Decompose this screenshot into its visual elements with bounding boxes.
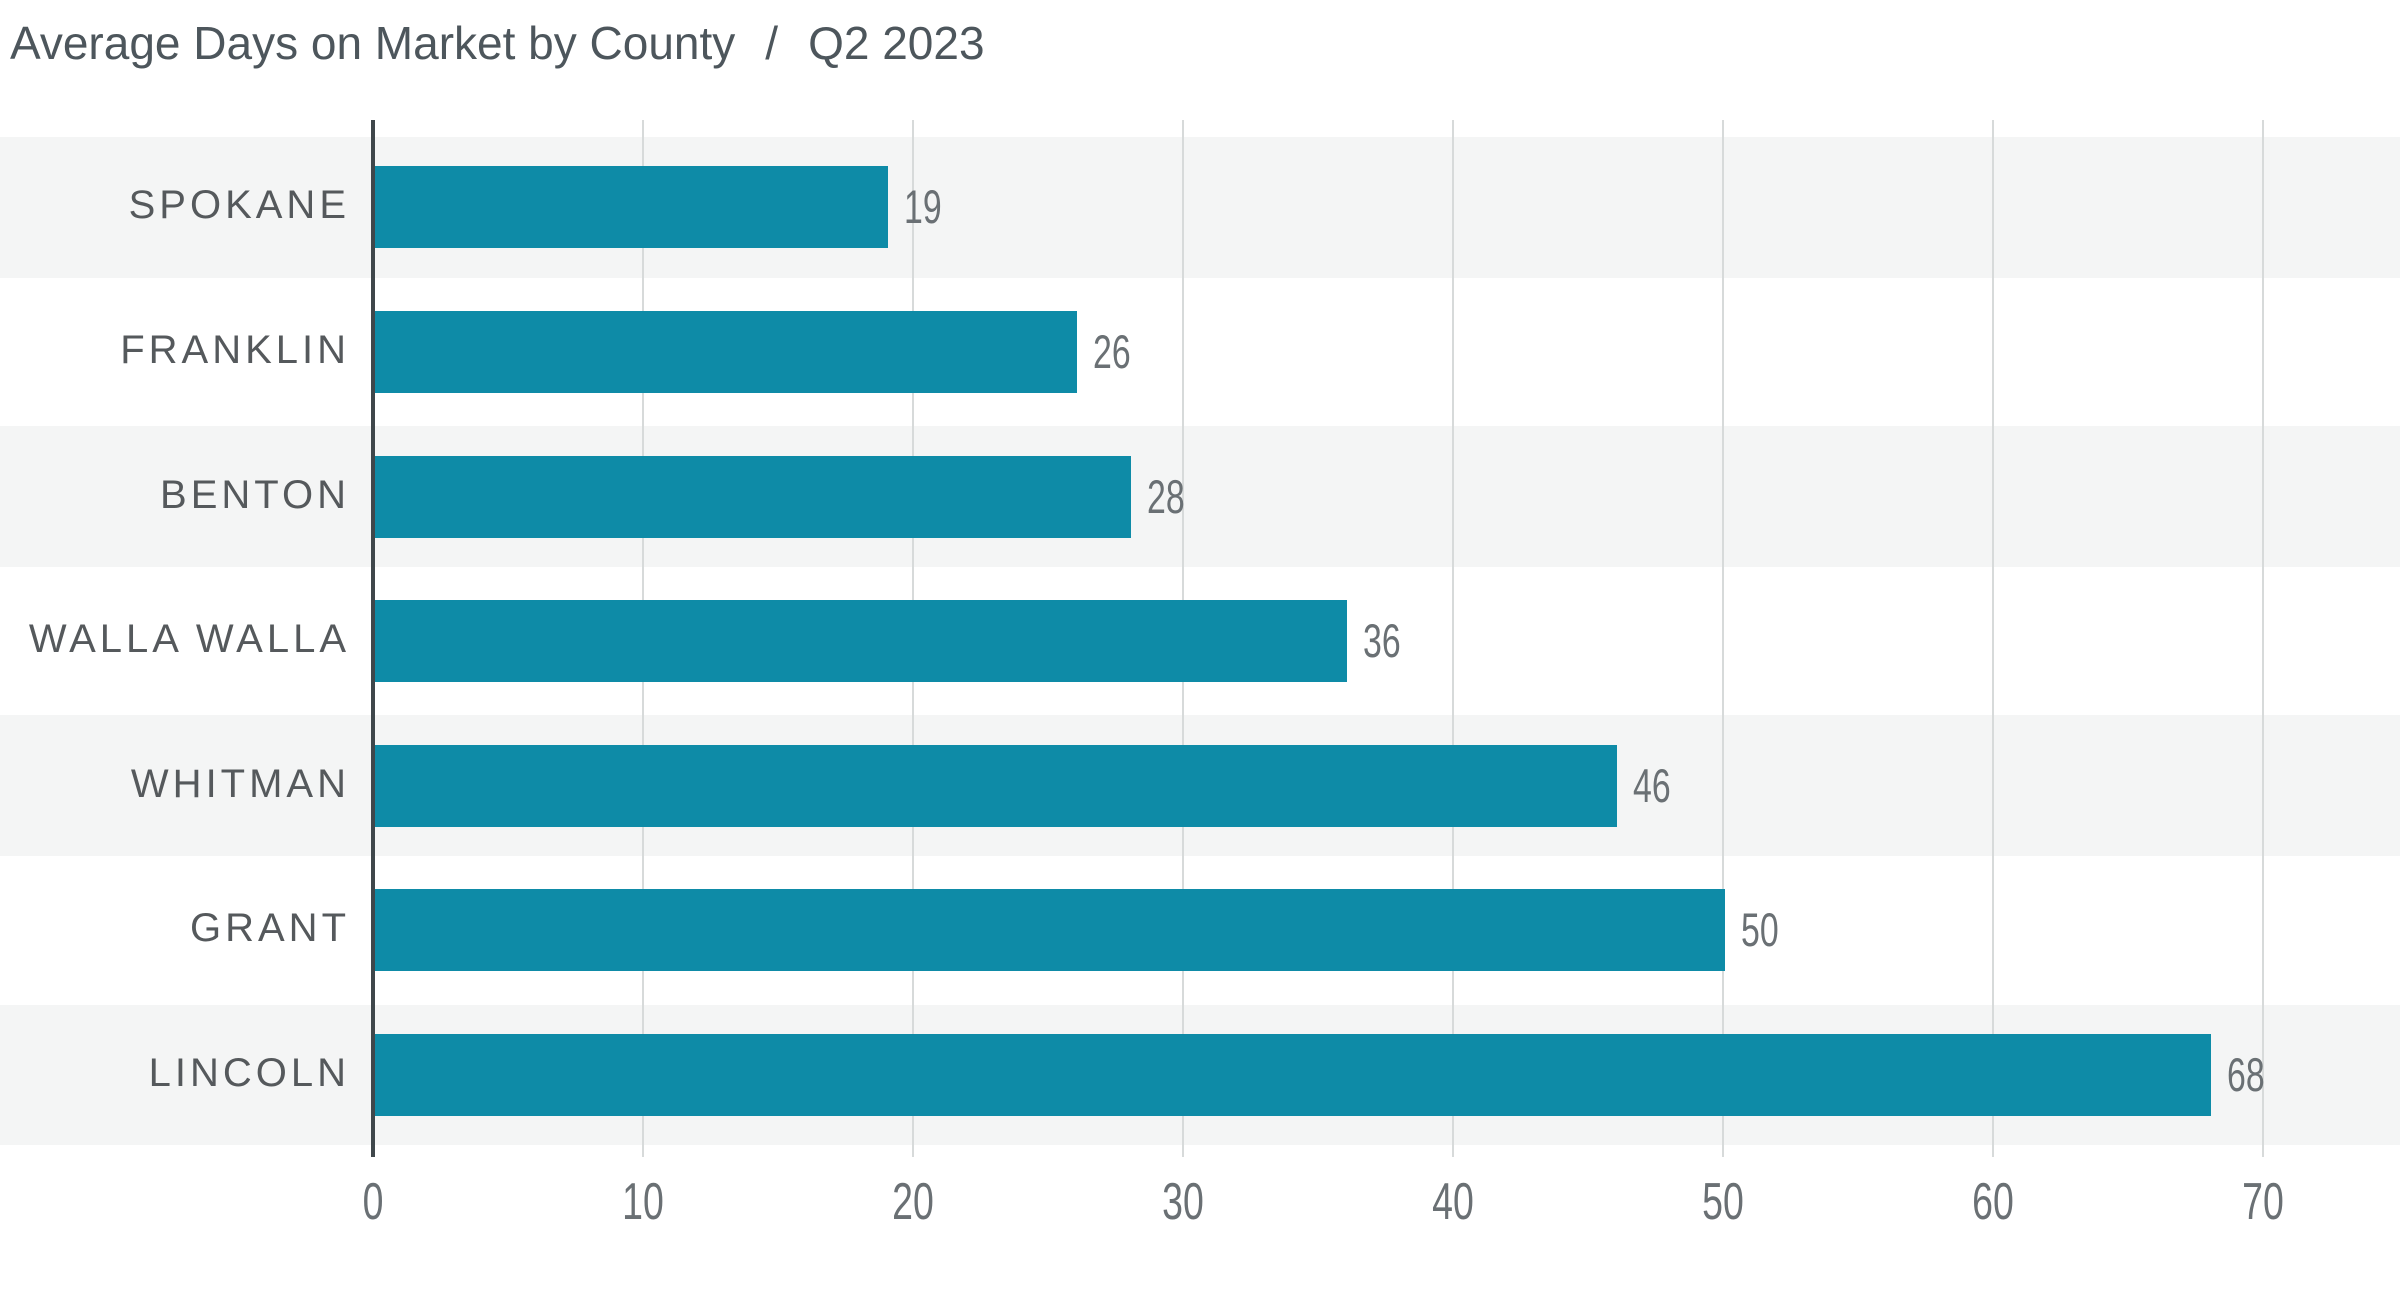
row-band xyxy=(0,426,2400,567)
category-label-walla-walla: WALLA WALLA xyxy=(28,617,350,662)
bar-walla-walla xyxy=(375,600,1347,683)
bar-benton xyxy=(375,455,1131,538)
category-label-spokane: SPOKANE xyxy=(128,183,350,228)
x-tick-label-60: 60 xyxy=(1972,1173,2014,1231)
x-tick-label-20: 20 xyxy=(892,1173,934,1231)
gridline-x-70 xyxy=(2262,120,2264,1157)
chart-title: Average Days on Market by County / Q2 2023 xyxy=(10,12,985,74)
value-label-franklin: 26 xyxy=(1093,324,1131,378)
x-tick-label-10: 10 xyxy=(622,1173,664,1231)
x-tick-label-40: 40 xyxy=(1432,1173,1474,1231)
x-tick-label-30: 30 xyxy=(1162,1173,1204,1231)
chart-title-main: Average Days on Market by County xyxy=(10,17,736,69)
x-tick-label-70: 70 xyxy=(2242,1173,2284,1231)
x-tick-label-50: 50 xyxy=(1702,1173,1744,1231)
value-label-benton: 28 xyxy=(1147,469,1185,523)
value-label-spokane: 19 xyxy=(904,180,942,234)
bar-spokane xyxy=(375,166,888,249)
category-label-franklin: FRANKLIN xyxy=(120,327,350,372)
gridline-x-50 xyxy=(1722,120,1724,1157)
category-label-grant: GRANT xyxy=(190,906,350,951)
y-axis-zero-line xyxy=(371,120,375,1157)
gridline-x-60 xyxy=(1992,120,1994,1157)
value-label-grant: 50 xyxy=(1741,903,1779,957)
bar-grant xyxy=(375,889,1725,972)
gridline-x-40 xyxy=(1452,120,1454,1157)
bar-franklin xyxy=(375,310,1077,393)
row-band xyxy=(0,137,2400,278)
category-label-lincoln: LINCOLN xyxy=(148,1050,350,1095)
bar-whitman xyxy=(375,744,1617,827)
x-tick-label-0: 0 xyxy=(362,1173,384,1231)
chart-title-separator: / xyxy=(765,17,779,69)
category-label-whitman: WHITMAN xyxy=(130,761,350,806)
value-label-lincoln: 68 xyxy=(2227,1047,2265,1101)
value-label-whitman: 46 xyxy=(1633,758,1671,812)
category-label-benton: BENTON xyxy=(160,472,350,517)
chart-title-period: Q2 2023 xyxy=(808,17,985,69)
bar-lincoln xyxy=(375,1033,2211,1116)
value-label-walla-walla: 36 xyxy=(1363,614,1401,668)
